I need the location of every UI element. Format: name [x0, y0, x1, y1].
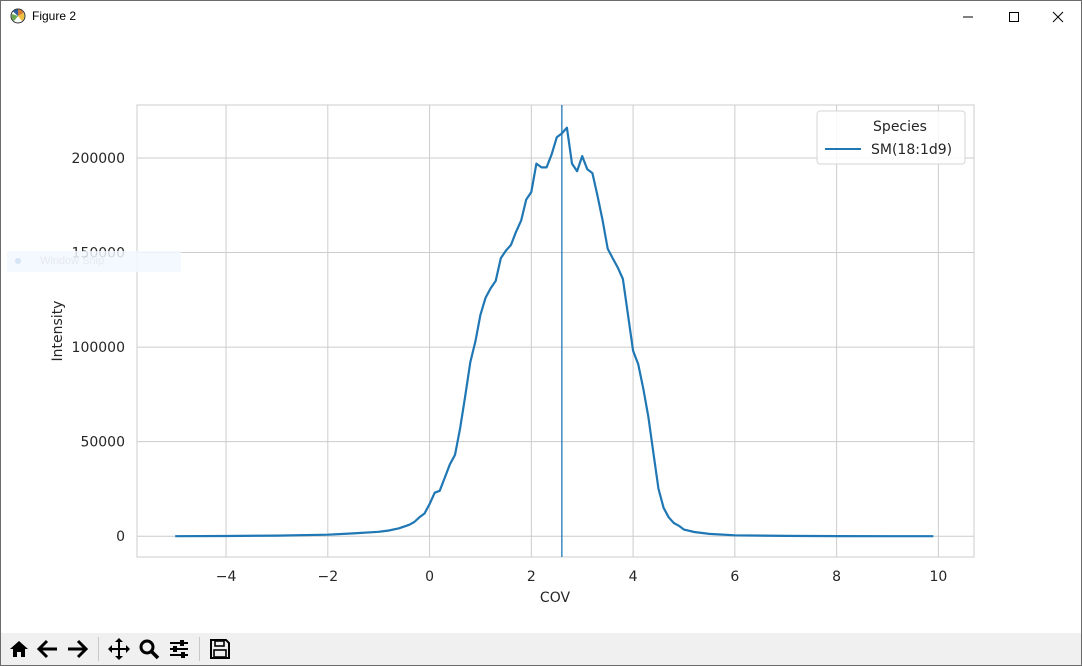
x-tick-label: 10 — [929, 569, 947, 585]
series-layer — [175, 126, 934, 538]
y-tick-label: 0 — [116, 529, 125, 545]
maximize-button[interactable] — [991, 1, 1037, 32]
back-button[interactable] — [34, 635, 62, 663]
minimize-icon — [963, 16, 973, 17]
configure-subplots-icon — [170, 640, 188, 658]
legend-entry-label: SM(18:1d9) — [871, 142, 952, 158]
configure-subplots-button[interactable] — [165, 635, 193, 663]
legend-box — [816, 110, 966, 165]
x-tick-label: 8 — [832, 569, 841, 585]
y-tick-label: 200000 — [72, 151, 125, 167]
pan-button[interactable] — [105, 635, 133, 663]
navigation-toolbar — [1, 633, 1081, 665]
toolbar-separator — [199, 637, 200, 661]
save-icon — [210, 639, 230, 659]
grid-lines — [137, 105, 974, 557]
x-tick-label: −2 — [317, 569, 338, 585]
y-tick-label: 50000 — [80, 435, 125, 451]
legend-title: Species — [873, 119, 927, 135]
snip-dot-icon — [15, 258, 21, 264]
maximize-icon — [1009, 11, 1019, 22]
series-line — [175, 126, 934, 538]
y-axis-label: Intensity — [50, 301, 66, 362]
x-tick-label: 2 — [527, 569, 536, 585]
x-axis-label: COV — [540, 590, 571, 606]
forward-icon — [68, 639, 88, 659]
y-tick-labels: 050000100000150000200000 — [72, 151, 125, 545]
home-button[interactable] — [5, 635, 33, 663]
toolbar-separator — [98, 637, 99, 661]
x-tick-label: 4 — [629, 569, 638, 585]
close-icon — [1052, 11, 1064, 22]
axes-frame — [136, 104, 975, 558]
close-button[interactable] — [1035, 1, 1081, 32]
title-bar[interactable]: Figure 2 — [1, 1, 1081, 32]
zoom-button[interactable] — [135, 635, 163, 663]
back-icon — [37, 639, 57, 659]
legend: Species SM(18:1d9) — [816, 110, 966, 165]
window-title: Figure 2 — [32, 9, 77, 23]
save-button[interactable] — [206, 635, 234, 663]
y-tick-label: 100000 — [72, 340, 125, 356]
x-tick-label: 6 — [730, 569, 739, 585]
minimize-button[interactable] — [945, 1, 991, 32]
forward-button[interactable] — [63, 635, 91, 663]
x-tick-label: 0 — [425, 569, 434, 585]
x-tick-labels: −4 −2 0 2 4 6 8 10 — [216, 569, 948, 585]
window-snip-overlay: Window Snip — [7, 251, 181, 272]
zoom-icon — [139, 639, 160, 660]
window-snip-label: Window Snip — [40, 255, 105, 267]
pan-icon — [108, 638, 130, 660]
x-tick-label: −4 — [216, 569, 237, 585]
home-icon — [10, 641, 28, 657]
matplotlib-app-icon — [10, 8, 26, 24]
